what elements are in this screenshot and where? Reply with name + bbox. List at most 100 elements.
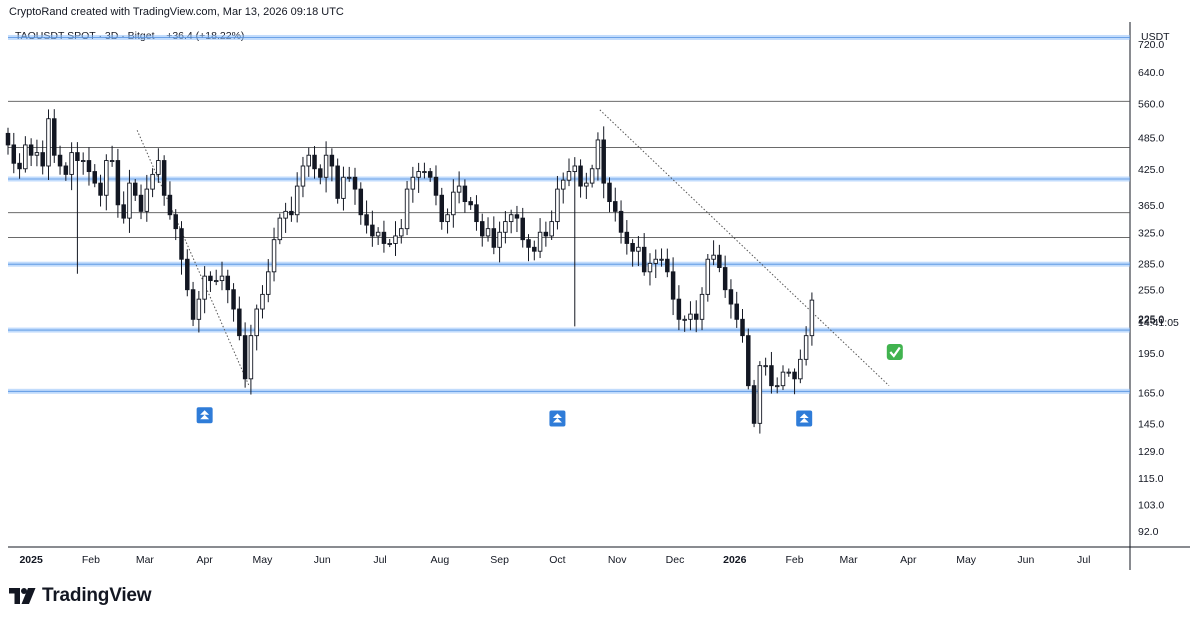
candle-body [740,318,745,337]
candle-body [92,171,97,184]
candle [456,171,462,204]
candle-body [271,239,277,273]
candle-body [138,194,144,212]
candle [526,234,531,262]
buy-signal-icon [196,407,213,424]
candle [266,259,271,303]
candle [422,162,427,179]
candle-body [144,188,150,212]
candle-body [705,258,711,295]
time-tick-label: Jun [314,554,331,566]
time-tick-label: Feb [786,554,804,566]
candle [746,328,751,390]
candle-body [722,267,728,291]
candle-body [109,160,115,163]
candle [786,368,792,377]
price-tick-label: 92.0 [1138,526,1159,538]
candle-body [294,185,300,216]
candle-body [28,144,34,156]
price-tick-label: 145.0 [1138,418,1164,430]
candle [439,187,445,230]
time-tick-label: Jul [1077,554,1090,566]
candle [740,308,745,343]
candle [323,141,329,193]
candle-body [254,308,259,337]
candle [693,300,699,333]
price-tick-label: 425.0 [1138,164,1164,176]
candle [52,109,57,163]
price-axis-currency[interactable]: USDT [1141,31,1170,43]
candle [607,177,612,213]
candle-body [225,275,231,291]
candle-body [46,118,51,167]
candle [451,179,456,228]
time-tick-label: May [956,554,977,566]
candle [763,357,768,376]
candle-body [607,182,612,203]
candle-body [572,165,578,173]
candle-body [352,176,358,190]
trendline-1 [599,109,890,387]
candle-body [346,176,352,179]
candle-body [196,298,202,320]
candle-body [439,194,445,223]
candle [109,145,115,167]
candle [589,164,595,188]
candle-body [682,318,687,321]
candle-body [589,168,595,184]
candle [196,290,202,333]
price-tick-label: 195.0 [1138,348,1164,360]
candle [98,174,103,207]
candle-body [237,308,242,337]
candle-body [34,152,40,156]
candle-body [688,313,693,320]
candle [543,221,549,247]
candle [497,221,502,263]
price-axis[interactable]: 720.0 640.0 560.0 485.0 425.0 365.0 325.0 285.0… [1138,39,1164,538]
candle [624,220,630,255]
candle-body [98,182,103,196]
candle [254,304,259,351]
time-tick-label: 2025 [19,554,43,566]
tradingview-logo[interactable]: TradingView [9,585,152,607]
bar-countdown: 14:41:05 [1138,317,1179,329]
candle [728,279,734,319]
time-tick-label: Jun [1017,554,1034,566]
candle-body [757,365,763,424]
candle-body [266,271,271,295]
candle-body [520,217,525,241]
candle [173,209,178,241]
candle-body [480,221,485,237]
candle [445,208,450,234]
time-tick-label: Dec [666,554,685,566]
candle-body [11,144,17,164]
price-tick-label: 129.0 [1138,446,1164,458]
candle-body [792,371,797,380]
candle-body [179,228,184,260]
candle [138,184,144,220]
candle-body [526,239,531,248]
candle [688,301,693,331]
candle-body [40,152,45,167]
candle-body [532,246,537,252]
candle-body [335,165,340,199]
candle-body [537,231,543,252]
candle-body [699,293,705,320]
candle [306,147,311,177]
price-tick-label: 255.0 [1138,285,1164,297]
candle [578,159,583,198]
axis-frame [8,22,1190,570]
candle [769,351,774,394]
time-tick-label: Aug [430,554,449,566]
candle [780,365,786,391]
candle-body [451,191,456,216]
candle [532,240,537,261]
candle-body [57,154,63,167]
time-axis[interactable]: 2025 Feb Mar Apr May Jun Jul Aug Sep Oct Nov Dec 202… [19,554,1090,566]
candle-body [503,221,508,233]
candle-body [497,231,502,248]
candle-body [676,298,682,320]
candle-body [52,118,57,156]
candle [260,285,265,319]
